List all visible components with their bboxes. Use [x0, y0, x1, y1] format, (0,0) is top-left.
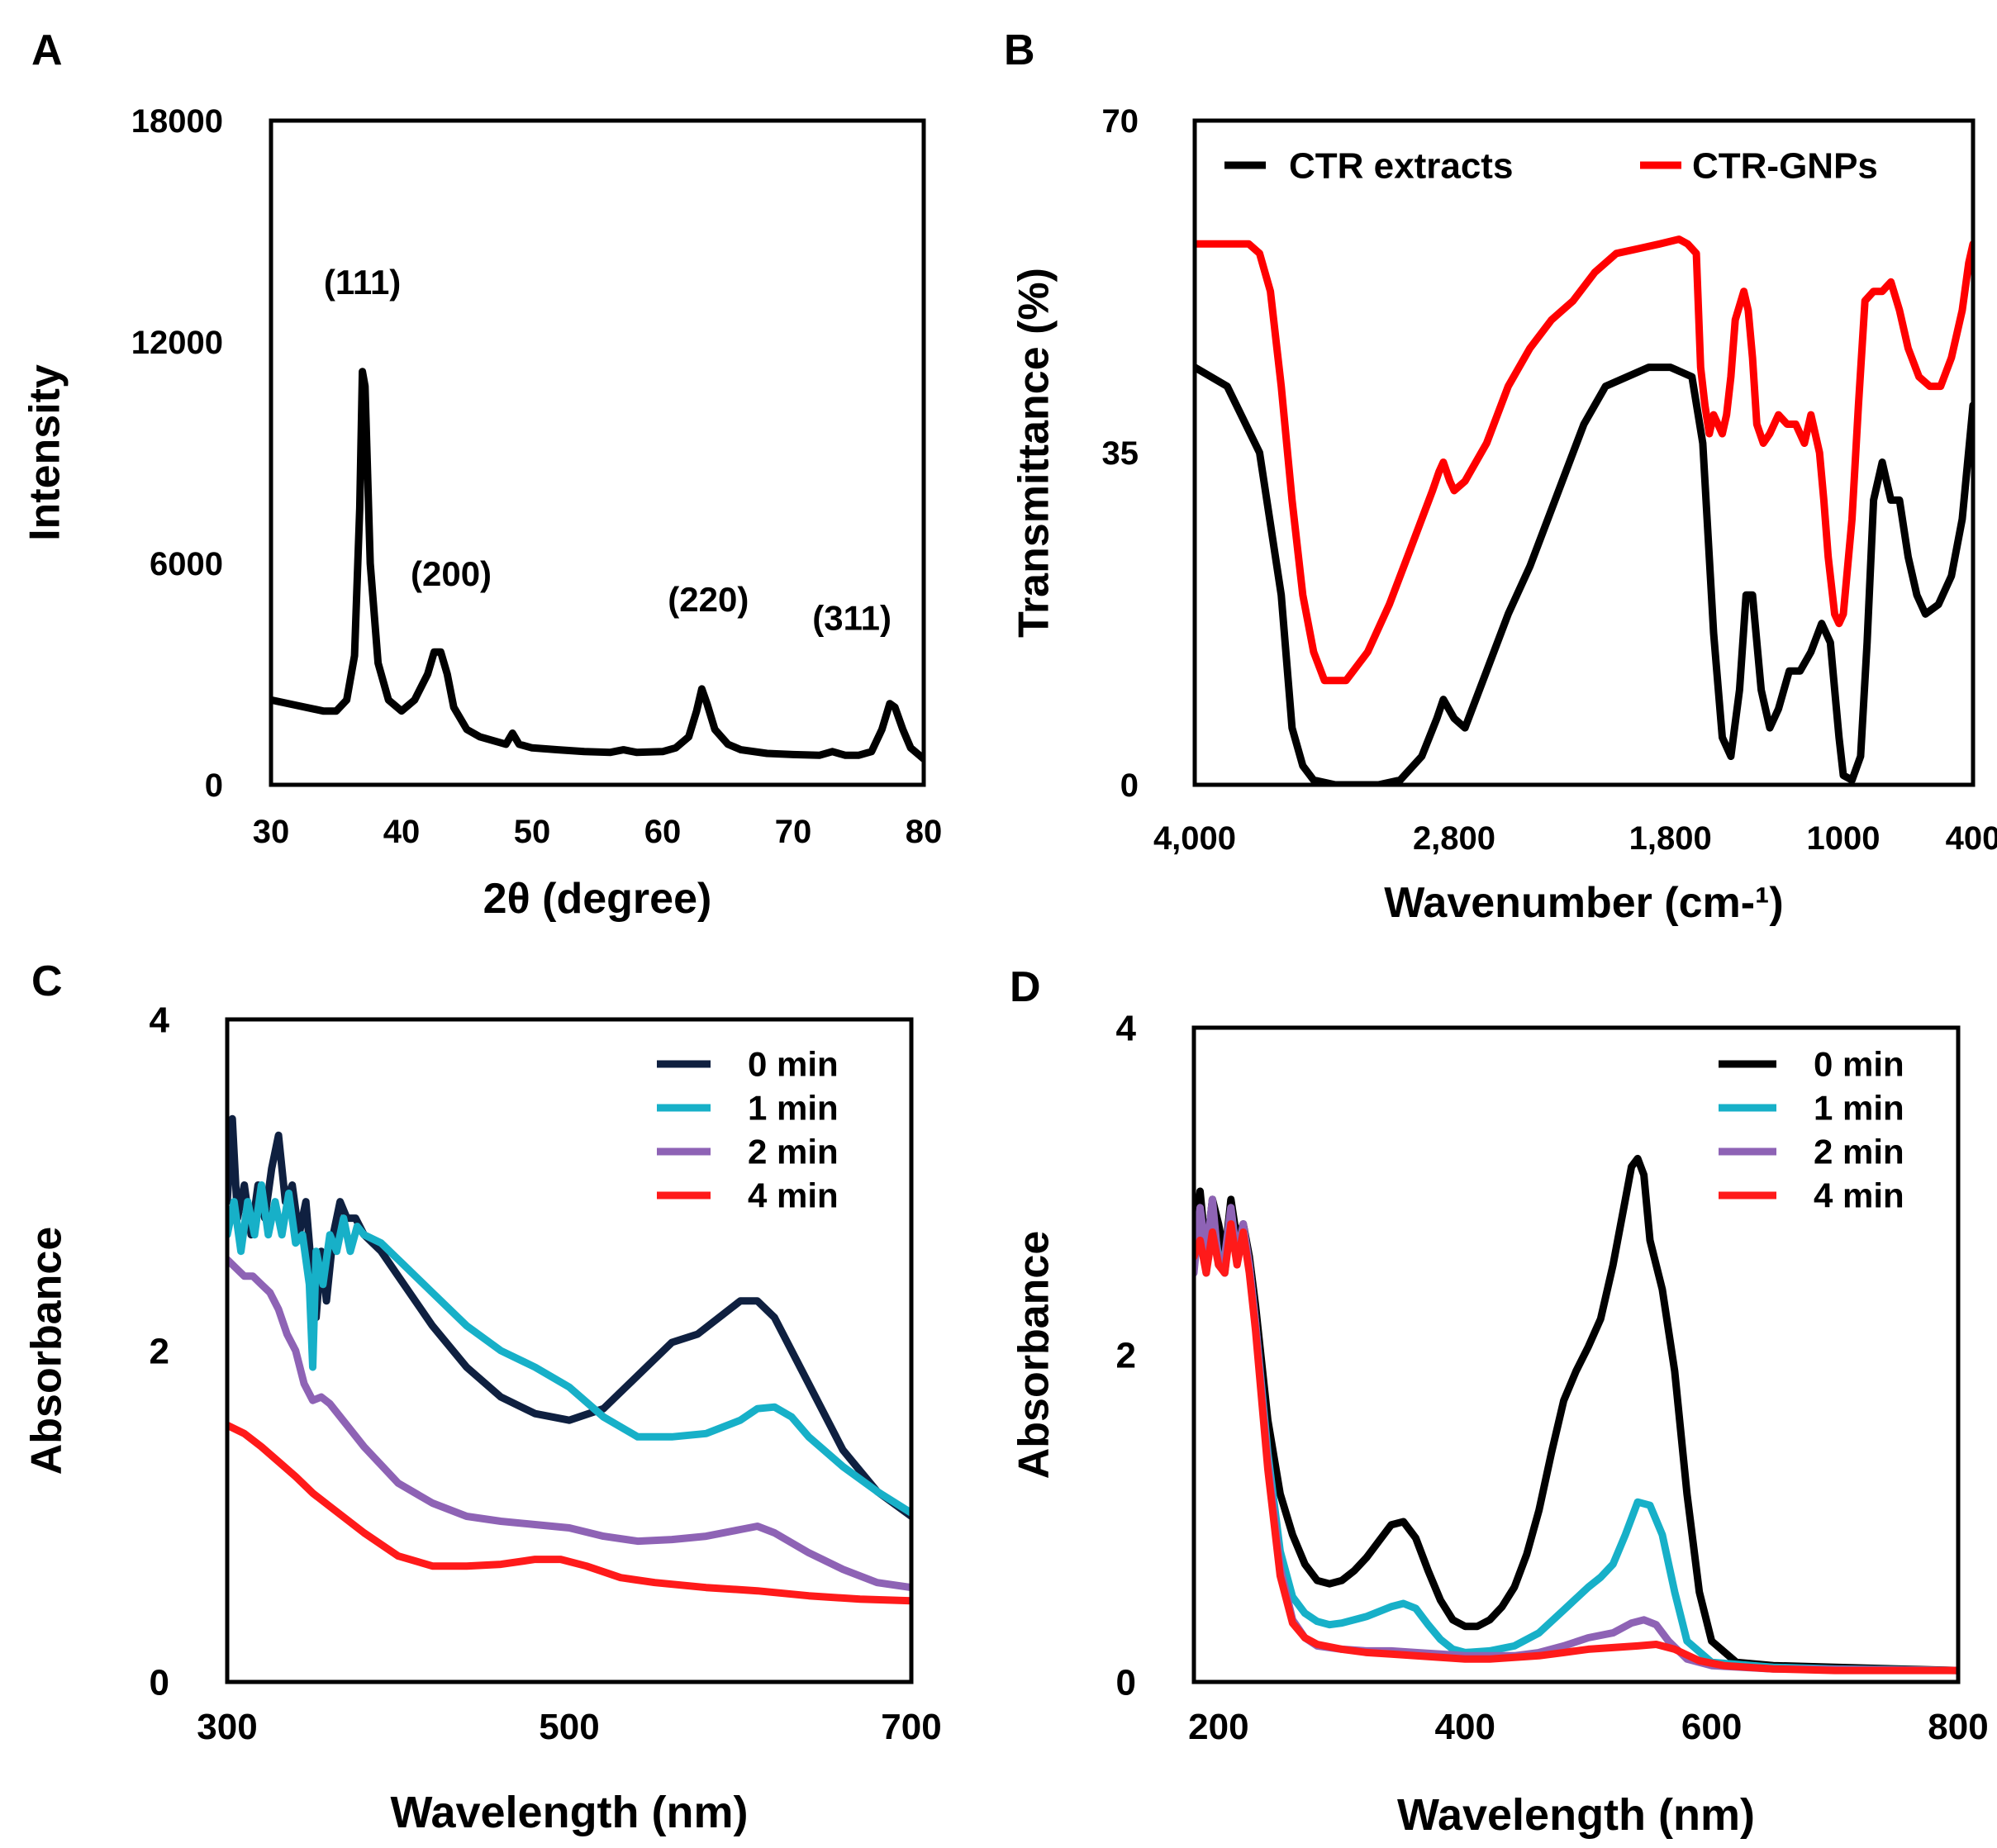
panel-label: C: [31, 957, 63, 1005]
panel-c: C 300 500 700 0 2 4 Wavelength (nm) Absorbance 0 …: [23, 957, 942, 1837]
x-tick-label: 2,800: [1413, 820, 1495, 857]
x-tick-label: 800: [1928, 1707, 1988, 1747]
x-tick-label: 70: [775, 814, 812, 850]
legend-entry: CTR-GNPs: [1692, 145, 1878, 186]
x-tick-label: 60: [644, 814, 682, 850]
peak-annotation: (111): [324, 263, 401, 302]
x-tick-label: 600: [1681, 1707, 1742, 1747]
series-line-2-min: [227, 1256, 911, 1592]
y-tick-label: 6000: [150, 546, 223, 582]
series-line-0-min: [227, 1114, 911, 1520]
x-tick-label: 50: [514, 814, 551, 850]
x-tick-label: 400: [1946, 820, 1997, 857]
x-tick-label: 30: [253, 814, 290, 850]
plot-frame: [225, 1017, 914, 1684]
y-axis-label: Absorbance: [23, 1227, 71, 1475]
legend-entry: 4 min: [1814, 1176, 1904, 1215]
peak-annotation: (220): [668, 580, 749, 619]
legend-entry: 2 min: [1814, 1133, 1904, 1171]
y-tick-label: 2: [150, 1331, 169, 1371]
panel-a: A 30 40 50 60 70 80 0 6000 12000 18000 2θ (degree) I…: [21, 26, 943, 923]
panel-label: D: [1010, 963, 1041, 1011]
plot-frame: [1192, 118, 1976, 787]
y-axis-label: Absorbance: [1010, 1231, 1058, 1480]
series-line-xrd: [271, 368, 924, 763]
legend: 0 min 1 min 2 min 4 min: [657, 1045, 839, 1215]
y-axis-label: Intensity: [21, 364, 69, 541]
legend-entry: 0 min: [1814, 1045, 1904, 1084]
x-tick-label: 1000: [1807, 820, 1881, 857]
legend: 0 min 1 min 2 min 4 min: [1719, 1045, 1904, 1215]
y-tick-label: 0: [205, 767, 223, 804]
x-tick-label: 300: [197, 1707, 257, 1747]
x-tick-label: 80: [906, 814, 943, 850]
plot-frame: [1191, 1025, 1961, 1684]
x-tick-label: 40: [383, 814, 421, 850]
legend-entry: CTR extracts: [1289, 145, 1513, 186]
legend-entry: 4 min: [748, 1176, 839, 1215]
series-line-1-min: [1194, 1212, 1958, 1675]
x-tick-label: 700: [881, 1707, 941, 1747]
y-tick-label: 12000: [131, 325, 223, 361]
plot-frame: [269, 118, 926, 787]
x-axis-label: Wavelength (nm): [1397, 1790, 1755, 1840]
legend-entry: 2 min: [748, 1133, 839, 1171]
y-axis-label: Transmittance (%): [1010, 268, 1058, 638]
x-axis-label: Wavelength (nm): [390, 1788, 748, 1837]
series-line-ctr-gnps: [1195, 235, 1973, 685]
y-tick-label: 4: [150, 1000, 170, 1040]
panel-label: B: [1004, 26, 1035, 74]
series-line-4-min: [227, 1421, 911, 1605]
legend-entry: 1 min: [1814, 1089, 1904, 1128]
y-tick-label: 0: [150, 1662, 169, 1703]
x-tick-label: 1,800: [1629, 820, 1712, 857]
x-tick-label: 200: [1188, 1707, 1248, 1747]
panel-b: B 4,000 2,800 1,800 1000 400 0 35 70 Wavenumber (…: [1004, 26, 1997, 927]
y-tick-label: 18000: [131, 103, 223, 140]
y-tick-label: 0: [1120, 767, 1139, 804]
x-axis-label: Wavenumber (cm-¹): [1384, 879, 1783, 927]
y-tick-label: 70: [1102, 103, 1139, 140]
legend-entry: 1 min: [748, 1089, 839, 1128]
y-tick-label: 2: [1116, 1335, 1136, 1375]
x-tick-label: 400: [1435, 1707, 1495, 1747]
panel-label: A: [31, 26, 63, 74]
legend: CTR extracts CTR-GNPs: [1224, 145, 1878, 186]
x-tick-label: 4,000: [1153, 820, 1236, 857]
y-tick-label: 0: [1116, 1662, 1136, 1703]
legend-entry: 0 min: [748, 1045, 839, 1084]
y-tick-label: 4: [1116, 1008, 1137, 1048]
series-line-4-min: [1194, 1220, 1958, 1675]
panel-d: D 200 400 600 800 0 2 4 Wavelength (nm) Absorbanc…: [1010, 963, 1989, 1840]
x-tick-label: 500: [539, 1707, 599, 1747]
peak-annotation: (200): [411, 554, 492, 593]
x-axis-label: 2θ (degree): [483, 875, 712, 923]
series-line-1-min: [227, 1181, 911, 1517]
y-tick-label: 35: [1102, 435, 1139, 472]
peak-annotation: (311): [812, 598, 892, 637]
